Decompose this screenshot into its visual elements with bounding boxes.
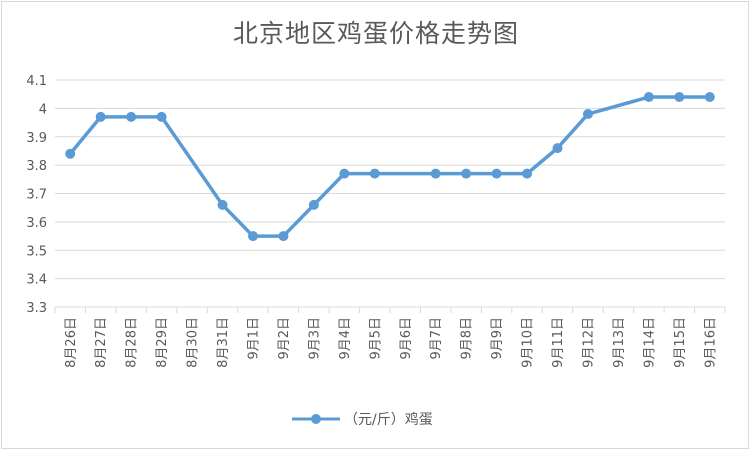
data-point — [674, 92, 685, 103]
x-tick-label: 9月15日 — [673, 317, 688, 368]
x-tick-label: 9月9日 — [490, 317, 505, 360]
data-point — [522, 168, 533, 179]
x-tick-label: 9月7日 — [429, 317, 444, 360]
legend-marker — [292, 414, 340, 424]
data-point — [126, 111, 137, 122]
y-tick-label: 3.8 — [26, 159, 47, 174]
x-tick-label: 9月14日 — [642, 317, 657, 368]
x-tick-label: 8月27日 — [94, 317, 109, 368]
data-point — [95, 111, 106, 122]
y-tick-label: 3.9 — [26, 131, 47, 146]
data-point — [247, 231, 258, 242]
x-tick-label: 9月16日 — [703, 317, 718, 368]
data-point — [704, 92, 715, 103]
y-tick-label: 4.1 — [26, 74, 47, 89]
x-tick-label: 9月8日 — [460, 317, 475, 360]
x-tick-label: 8月30日 — [186, 317, 201, 368]
data-point — [552, 143, 563, 154]
y-tick-label: 3.4 — [26, 273, 47, 288]
x-tick-label: 9月12日 — [582, 317, 597, 368]
data-point — [65, 148, 76, 159]
legend-label: （元/斤）鸡蛋 — [344, 412, 433, 428]
data-point — [582, 109, 593, 120]
data-point — [217, 199, 228, 210]
y-tick-label: 3.3 — [26, 301, 47, 316]
x-axis: 8月26日 8月27日 8月28日 8月29日 8月30日 8月31日 9月1日 9月2日 9月… — [54, 307, 726, 368]
x-tick-label: 8月28日 — [125, 317, 140, 368]
data-point — [430, 168, 441, 179]
x-tick-label: 9月11日 — [551, 317, 566, 368]
x-tick-label: 9月4日 — [338, 317, 353, 360]
data-point — [369, 168, 380, 179]
y-axis: 3.3 3.4 3.5 3.6 3.7 3.8 3.9 4 4.1 — [26, 74, 47, 316]
data-point — [491, 168, 502, 179]
x-tick-label: 9月13日 — [612, 317, 627, 368]
x-tick-label: 9月1日 — [247, 317, 262, 360]
y-tick-label: 3.6 — [26, 216, 47, 231]
series-egg-price — [65, 92, 715, 242]
data-point — [339, 168, 350, 179]
x-tick-label: 9月5日 — [368, 317, 383, 360]
x-tick-label: 8月26日 — [64, 317, 79, 368]
data-point — [643, 92, 654, 103]
x-tick-label: 8月29日 — [155, 317, 170, 368]
grid-lines — [55, 79, 725, 308]
x-tick-label: 8月31日 — [216, 317, 231, 368]
data-point — [156, 111, 167, 122]
x-tick-label: 9月2日 — [277, 317, 292, 360]
data-point — [461, 168, 472, 179]
y-tick-label: 3.7 — [26, 188, 47, 203]
data-point — [278, 231, 289, 242]
x-tick-label: 9月3日 — [307, 317, 322, 360]
chart-title: 北京地区鸡蛋价格走势图 — [232, 19, 519, 48]
y-tick-label: 4 — [39, 102, 47, 117]
legend: （元/斤）鸡蛋 — [0, 407, 752, 435]
y-tick-label: 3.5 — [26, 244, 47, 259]
data-point — [308, 199, 319, 210]
x-tick-label: 9月10日 — [521, 317, 536, 368]
x-tick-label: 9月6日 — [399, 317, 414, 360]
